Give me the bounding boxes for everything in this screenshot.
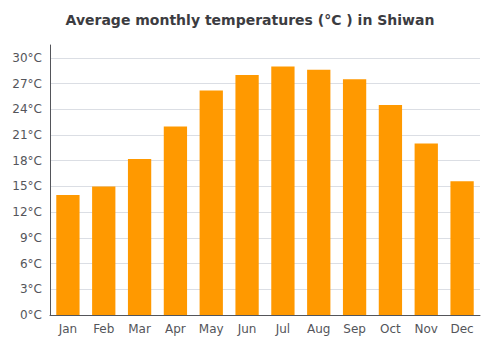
svg-text:Dec: Dec <box>450 322 473 336</box>
svg-text:Jul: Jul <box>275 322 290 336</box>
svg-text:Mar: Mar <box>128 322 151 336</box>
svg-text:0°C: 0°C <box>20 308 42 322</box>
svg-text:3°C: 3°C <box>20 282 42 296</box>
svg-text:Jan: Jan <box>58 322 78 336</box>
svg-text:Sep: Sep <box>343 322 366 336</box>
svg-text:15°C: 15°C <box>12 179 42 193</box>
svg-text:21°C: 21°C <box>12 128 42 142</box>
svg-text:9°C: 9°C <box>20 231 42 245</box>
svg-text:12°C: 12°C <box>12 205 42 219</box>
svg-text:24°C: 24°C <box>12 102 42 116</box>
svg-text:30°C: 30°C <box>12 51 42 65</box>
svg-text:Jun: Jun <box>237 322 257 336</box>
svg-text:6°C: 6°C <box>20 257 42 271</box>
svg-text:18°C: 18°C <box>12 154 42 168</box>
svg-text:Oct: Oct <box>380 322 401 336</box>
svg-text:Average monthly temperatures (: Average monthly temperatures (°C ) in Sh… <box>66 12 435 28</box>
svg-text:Apr: Apr <box>165 322 186 336</box>
svg-text:27°C: 27°C <box>12 77 42 91</box>
svg-text:Feb: Feb <box>93 322 114 336</box>
svg-text:May: May <box>199 322 224 336</box>
svg-text:Aug: Aug <box>307 322 330 336</box>
svg-text:Nov: Nov <box>415 322 438 336</box>
